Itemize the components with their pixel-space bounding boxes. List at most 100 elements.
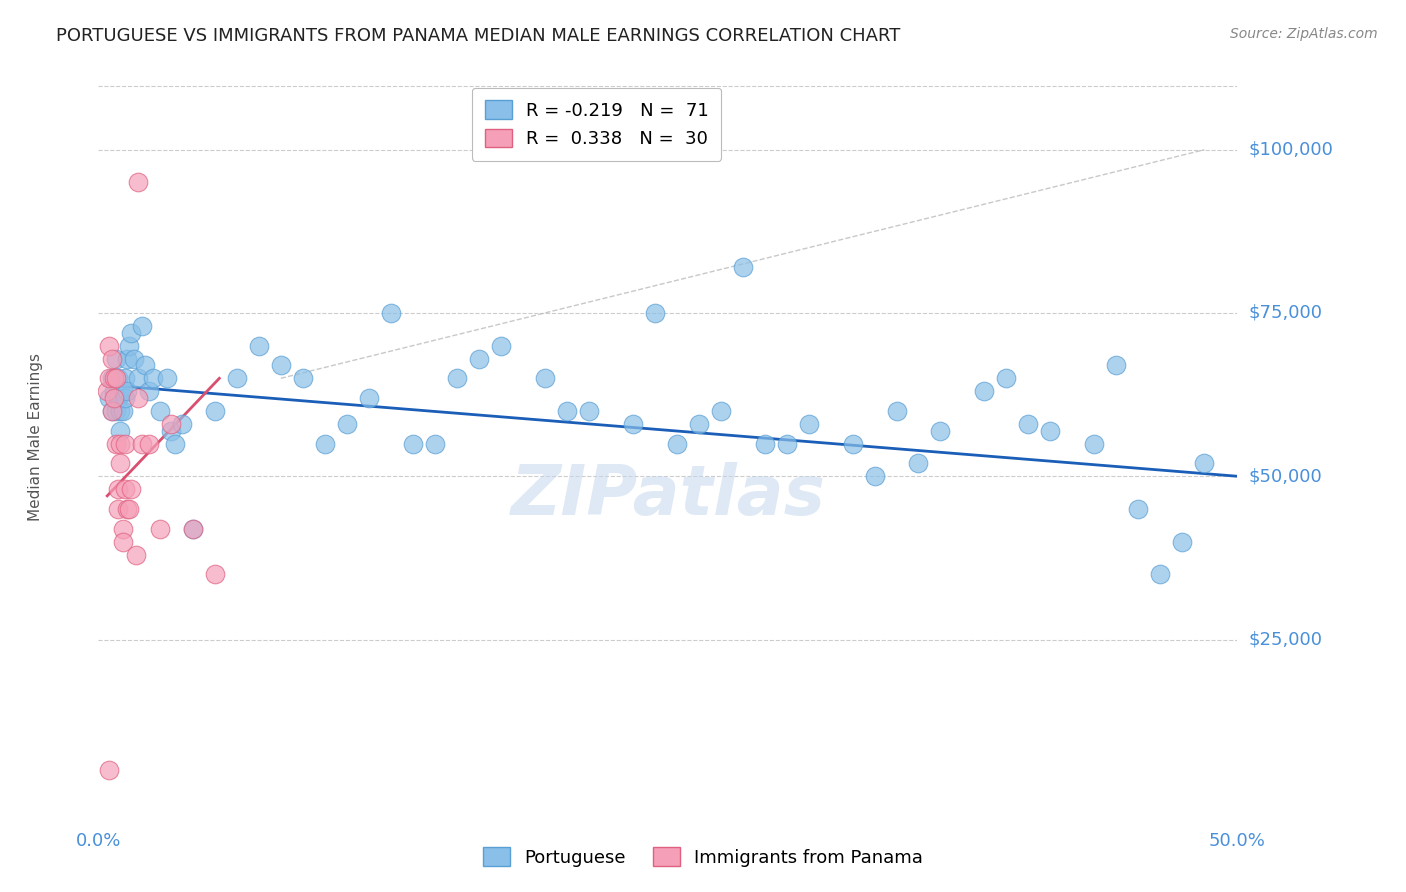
Text: Source: ZipAtlas.com: Source: ZipAtlas.com: [1230, 27, 1378, 41]
Point: [181, 521, 204, 535]
Point: [336, 417, 359, 431]
Point: [863, 469, 886, 483]
Point: [114, 436, 136, 450]
Point: [98, 371, 121, 385]
Point: [1039, 424, 1062, 438]
Point: [100, 371, 122, 385]
Point: [204, 567, 226, 582]
Point: [181, 521, 204, 535]
Point: [110, 404, 132, 418]
Point: [160, 417, 183, 431]
Legend: R = -0.219   N =  71, R =  0.338   N =  30: R = -0.219 N = 71, R = 0.338 N = 30: [472, 87, 721, 161]
Point: [107, 371, 129, 385]
Point: [468, 351, 491, 366]
Point: [131, 319, 153, 334]
Point: [1171, 534, 1194, 549]
Point: [149, 404, 172, 418]
Point: [423, 436, 446, 450]
Point: [797, 417, 820, 431]
Point: [886, 404, 908, 418]
Text: $25,000: $25,000: [1249, 631, 1323, 648]
Point: [775, 436, 797, 450]
Point: [105, 351, 128, 366]
Point: [100, 404, 122, 418]
Text: $75,000: $75,000: [1249, 304, 1323, 322]
Point: [973, 384, 995, 399]
Point: [555, 404, 578, 418]
Point: [754, 436, 776, 450]
Point: [291, 371, 314, 385]
Text: PORTUGUESE VS IMMIGRANTS FROM PANAMA MEDIAN MALE EARNINGS CORRELATION CHART: PORTUGUESE VS IMMIGRANTS FROM PANAMA MED…: [56, 27, 901, 45]
Point: [96, 384, 118, 399]
Point: [98, 763, 121, 777]
Point: [621, 417, 644, 431]
Text: Median Male Earnings: Median Male Earnings: [28, 353, 44, 521]
Point: [688, 417, 710, 431]
Point: [122, 351, 145, 366]
Point: [665, 436, 688, 450]
Point: [929, 424, 952, 438]
Point: [446, 371, 468, 385]
Point: [1105, 358, 1128, 372]
Point: [314, 436, 336, 450]
Point: [1149, 567, 1171, 582]
Point: [100, 404, 122, 418]
Point: [710, 404, 733, 418]
Point: [127, 371, 149, 385]
Point: [105, 436, 128, 450]
Point: [127, 175, 149, 189]
Point: [204, 404, 226, 418]
Point: [131, 436, 153, 450]
Point: [111, 384, 134, 399]
Point: [578, 404, 600, 418]
Point: [1128, 502, 1150, 516]
Point: [115, 502, 138, 516]
Point: [115, 384, 138, 399]
Point: [226, 371, 249, 385]
Point: [142, 371, 165, 385]
Point: [115, 351, 138, 366]
Point: [107, 483, 129, 497]
Point: [644, 306, 666, 320]
Point: [138, 436, 160, 450]
Point: [134, 358, 156, 372]
Point: [107, 502, 129, 516]
Point: [138, 384, 160, 399]
Point: [111, 534, 134, 549]
Point: [105, 371, 128, 385]
Point: [98, 391, 121, 405]
Point: [120, 326, 142, 340]
Point: [103, 384, 125, 399]
Point: [103, 371, 125, 385]
Point: [357, 391, 380, 405]
Point: [1083, 436, 1105, 450]
Point: [149, 521, 172, 535]
Point: [100, 351, 122, 366]
Point: [402, 436, 425, 450]
Point: [111, 521, 134, 535]
Point: [114, 391, 136, 405]
Point: [841, 436, 863, 450]
Point: [1194, 456, 1216, 470]
Point: [127, 391, 149, 405]
Point: [533, 371, 555, 385]
Point: [120, 483, 142, 497]
Point: [107, 391, 129, 405]
Point: [731, 260, 754, 275]
Point: [270, 358, 292, 372]
Text: $50,000: $50,000: [1249, 467, 1322, 485]
Point: [155, 371, 177, 385]
Point: [110, 436, 132, 450]
Point: [1017, 417, 1039, 431]
Point: [489, 338, 512, 352]
Text: 0.0%: 0.0%: [76, 832, 121, 850]
Point: [103, 391, 125, 405]
Point: [114, 483, 136, 497]
Point: [114, 371, 136, 385]
Point: [110, 456, 132, 470]
Text: $100,000: $100,000: [1249, 141, 1333, 159]
Point: [995, 371, 1018, 385]
Legend: Portuguese, Immigrants from Panama: Portuguese, Immigrants from Panama: [475, 840, 931, 874]
Point: [111, 404, 134, 418]
Point: [247, 338, 270, 352]
